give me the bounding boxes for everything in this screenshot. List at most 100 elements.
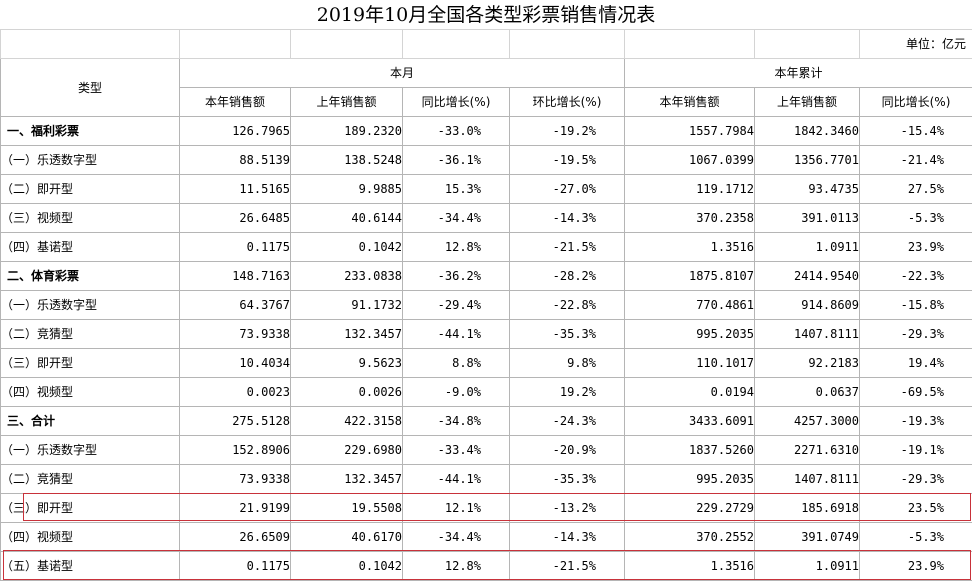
column-header: 本年销售额 — [624, 87, 755, 117]
value-cell: 229.2729 — [624, 493, 755, 523]
subtype-label: （一）乐透数字型 — [0, 145, 180, 175]
value-cell: -15.8% — [859, 290, 972, 320]
value-cell: 1557.7984 — [624, 116, 755, 146]
value-cell: -5.3% — [859, 522, 972, 552]
value-cell: 0.0194 — [624, 377, 755, 407]
value-cell: -13.2% — [509, 493, 625, 523]
subtype-label: （五）基诺型 — [0, 551, 180, 581]
value-cell: -34.4% — [402, 522, 510, 552]
value-cell: 233.0838 — [290, 261, 403, 291]
value-cell: 9.5623 — [290, 348, 403, 378]
value-cell: 12.1% — [402, 493, 510, 523]
value-cell: -29.3% — [859, 319, 972, 349]
value-cell: 1356.7701 — [754, 145, 860, 175]
value-cell: 391.0749 — [754, 522, 860, 552]
value-cell: 189.2320 — [290, 116, 403, 146]
blank-cell — [179, 29, 291, 59]
subtype-label: （一）乐透数字型 — [0, 435, 180, 465]
value-cell: 126.7965 — [179, 116, 291, 146]
value-cell: 275.5128 — [179, 406, 291, 436]
value-cell: -9.0% — [402, 377, 510, 407]
value-cell: 1842.3460 — [754, 116, 860, 146]
value-cell: 26.6509 — [179, 522, 291, 552]
value-cell: -20.9% — [509, 435, 625, 465]
value-cell: -22.8% — [509, 290, 625, 320]
table-row: （二）即开型 11.5165 9.9885 15.3% -27.0% 119.1712 93… — [0, 174, 972, 204]
value-cell: -36.1% — [402, 145, 510, 175]
value-cell: 1407.8111 — [754, 464, 860, 494]
value-cell: 40.6170 — [290, 522, 403, 552]
value-cell: 12.8% — [402, 551, 510, 581]
value-cell: 422.3158 — [290, 406, 403, 436]
value-cell: 391.0113 — [754, 203, 860, 233]
table-row: （一）乐透数字型 152.8906 229.6980 -33.4% -20.9% 1837… — [0, 435, 972, 465]
value-cell: 2271.6310 — [754, 435, 860, 465]
column-header: 同比增长(%) — [859, 87, 972, 117]
value-cell: -29.4% — [402, 290, 510, 320]
value-cell: 73.9338 — [179, 464, 291, 494]
table-row: （四）视频型 0.0023 0.0026 -9.0% 19.2% 0.0194 0.0637… — [0, 377, 972, 407]
value-cell: -29.3% — [859, 464, 972, 494]
value-cell: -21.5% — [509, 232, 625, 262]
subtype-label: （二）即开型 — [0, 174, 180, 204]
value-cell: 1407.8111 — [754, 319, 860, 349]
type-column-header: 类型 — [0, 58, 180, 117]
value-cell: 110.1017 — [624, 348, 755, 378]
value-cell: 26.6485 — [179, 203, 291, 233]
subtype-label: （三）即开型 — [0, 348, 180, 378]
header-column-row: 本年销售额 上年销售额 同比增长(%) 环比增长(%) 本年销售额 上年销售额 … — [1, 87, 972, 117]
table-row: 三、合计 275.5128 422.3158 -34.8% -24.3% 3433.609… — [0, 406, 972, 436]
value-cell: -69.5% — [859, 377, 972, 407]
table-row: （四）基诺型 0.1175 0.1042 12.8% -21.5% 1.3516 1.091… — [0, 232, 972, 262]
blank-cell — [754, 29, 860, 59]
value-cell: 8.8% — [402, 348, 510, 378]
value-cell: -34.8% — [402, 406, 510, 436]
value-cell: 0.1042 — [290, 232, 403, 262]
value-cell: 995.2035 — [624, 464, 755, 494]
value-cell: 185.6918 — [754, 493, 860, 523]
value-cell: -21.4% — [859, 145, 972, 175]
value-cell: 73.9338 — [179, 319, 291, 349]
subtype-label: （三）视频型 — [0, 203, 180, 233]
value-cell: 23.5% — [859, 493, 972, 523]
lottery-sales-table: 单位：亿元 类型 本月 本年累计 本年销售额 上年销售额 同比增长(%) 环比增… — [0, 29, 972, 581]
value-cell: 23.9% — [859, 232, 972, 262]
table-row: 二、体育彩票 148.7163 233.0838 -36.2% -28.2% 1875.8… — [0, 261, 972, 291]
value-cell: 64.3767 — [179, 290, 291, 320]
value-cell: 1067.0399 — [624, 145, 755, 175]
value-cell: 88.5139 — [179, 145, 291, 175]
value-cell: 12.8% — [402, 232, 510, 262]
table-row: （二）竞猜型 73.9338 132.3457 -44.1% -35.3% 995.203… — [0, 319, 972, 349]
value-cell: 19.4% — [859, 348, 972, 378]
value-cell: 148.7163 — [179, 261, 291, 291]
value-cell: -19.5% — [509, 145, 625, 175]
value-cell: -15.4% — [859, 116, 972, 146]
value-cell: 1875.8107 — [624, 261, 755, 291]
subtype-label: （二）竞猜型 — [0, 464, 180, 494]
table-row: （一）乐透数字型 88.5139 138.5248 -36.1% -19.5% 1067.… — [0, 145, 972, 175]
header-group-row: 类型 本月 本年累计 — [0, 58, 972, 117]
blank-cell — [509, 29, 625, 59]
table-title: 2019年10月全国各类型彩票销售情况表 — [316, 4, 656, 26]
value-cell: 0.1175 — [179, 232, 291, 262]
column-header: 环比增长(%) — [509, 87, 625, 117]
table-row: 一、福利彩票 126.7965 189.2320 -33.0% -19.2% 1557.7… — [0, 116, 972, 146]
value-cell: 1.3516 — [624, 232, 755, 262]
value-cell: -24.3% — [509, 406, 625, 436]
table-row: （三）即开型 10.4034 9.5623 8.8% 9.8% 110.1017 92.21… — [0, 348, 972, 378]
blank-cell — [624, 29, 755, 59]
column-header: 上年销售额 — [754, 87, 860, 117]
value-cell: -14.3% — [509, 522, 625, 552]
value-cell: 0.1175 — [179, 551, 291, 581]
month-group-header: 本月 — [179, 58, 625, 88]
value-cell: 92.2183 — [754, 348, 860, 378]
value-cell: 119.1712 — [624, 174, 755, 204]
value-cell: -36.2% — [402, 261, 510, 291]
value-cell: -27.0% — [509, 174, 625, 204]
column-header: 本年销售额 — [179, 87, 291, 117]
ytd-group-header: 本年累计 — [624, 58, 972, 88]
category-label: 三、合计 — [0, 406, 180, 436]
value-cell: 770.4861 — [624, 290, 755, 320]
value-cell: 0.1042 — [290, 551, 403, 581]
value-cell: 132.3457 — [290, 319, 403, 349]
